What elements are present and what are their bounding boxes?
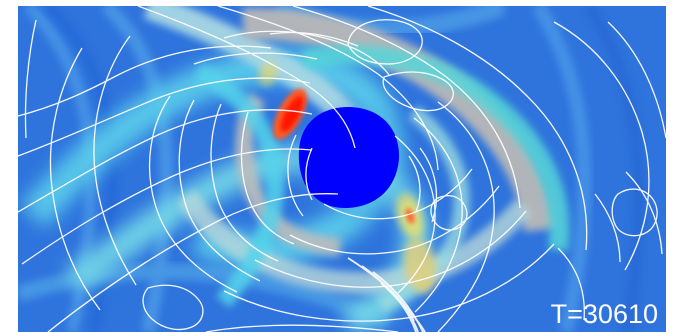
vortex-core <box>298 107 400 208</box>
bright-contour-accents <box>347 257 426 332</box>
fluid-visualization <box>18 6 666 332</box>
simulation-time-label: T=30610 <box>550 299 658 329</box>
contour-lines <box>18 6 666 332</box>
central-vortex <box>283 98 427 226</box>
simulation-frame: T=30610 <box>18 6 666 332</box>
